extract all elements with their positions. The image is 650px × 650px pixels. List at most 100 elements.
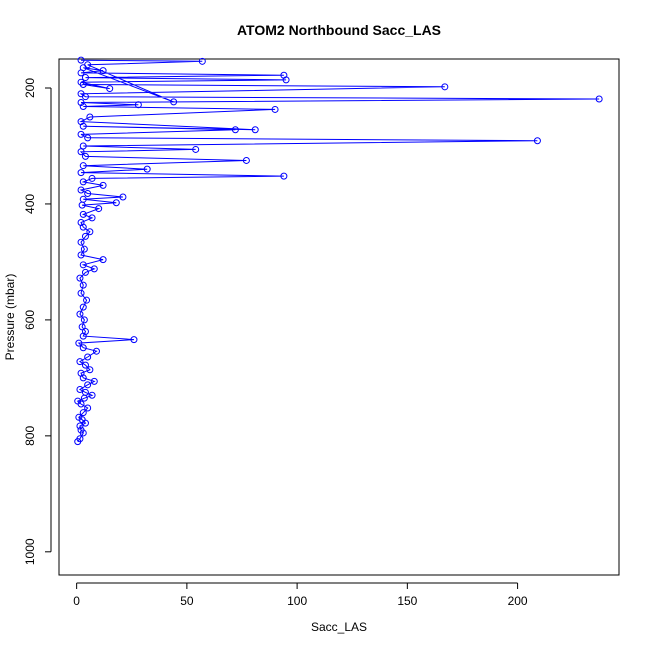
- data-point: [79, 344, 87, 352]
- data-point: [86, 228, 94, 236]
- data-point: [77, 78, 85, 86]
- data-point: [79, 178, 87, 186]
- data-point: [79, 195, 87, 203]
- data-point: [76, 422, 84, 430]
- y-tick-label: 800: [23, 426, 37, 446]
- data-point: [90, 377, 98, 385]
- y-tick-label: 600: [23, 310, 37, 330]
- y-tick-label: 1000: [23, 538, 37, 565]
- data-point: [79, 281, 87, 289]
- data-point: [77, 130, 85, 138]
- data-point: [119, 193, 127, 201]
- data-point: [77, 186, 85, 194]
- data-point: [81, 232, 89, 240]
- data-point: [84, 353, 92, 361]
- x-tick-label: 200: [508, 594, 528, 608]
- data-point: [271, 105, 279, 113]
- data-point: [79, 409, 87, 417]
- data-point: [75, 413, 83, 421]
- data-point: [88, 214, 96, 222]
- data-point: [79, 162, 87, 170]
- data-point: [77, 289, 85, 297]
- chart-title: ATOM2 Northbound Sacc_LAS: [237, 22, 441, 38]
- data-point: [76, 310, 84, 318]
- data-point: [81, 388, 89, 396]
- y-tick-label: 400: [23, 194, 37, 214]
- data-point: [79, 142, 87, 150]
- data-point: [88, 174, 96, 182]
- data-point: [79, 303, 87, 311]
- data-point: [130, 336, 138, 344]
- x-tick-label: 0: [73, 594, 80, 608]
- data-point: [192, 145, 200, 153]
- data-point: [99, 181, 107, 189]
- data-point: [83, 296, 91, 304]
- data-point: [86, 366, 94, 374]
- data-point: [76, 358, 84, 366]
- data-point: [77, 98, 85, 106]
- data-point: [76, 274, 84, 282]
- data-point: [90, 265, 98, 273]
- data-point: [80, 316, 88, 324]
- plot-area-frame: [58, 58, 620, 576]
- data-point: [143, 165, 151, 173]
- data-point: [441, 83, 449, 91]
- data-point: [112, 199, 120, 207]
- data-point: [77, 369, 85, 377]
- data-point: [81, 361, 89, 369]
- data-point: [77, 56, 85, 64]
- data-point: [88, 391, 96, 399]
- data-point: [79, 261, 87, 269]
- data-point: [280, 172, 288, 180]
- x-axis: 0 50 100 150 200: [73, 582, 528, 608]
- data-point: [99, 256, 107, 264]
- data-point: [81, 327, 89, 335]
- data-point: [92, 347, 100, 355]
- data-point: [77, 218, 85, 226]
- y-axis-label: Pressure (mbar): [3, 274, 17, 361]
- data-point: [99, 67, 107, 75]
- data-point: [106, 85, 114, 93]
- data-point: [77, 426, 85, 434]
- data-point: [76, 385, 84, 393]
- data-point: [84, 404, 92, 412]
- data-point: [231, 126, 239, 134]
- x-axis-label: Sacc_LAS: [311, 620, 367, 634]
- y-tick-label: 200: [23, 78, 37, 98]
- x-tick-label: 150: [397, 594, 417, 608]
- x-tick-label: 100: [287, 594, 307, 608]
- series-line: [76, 59, 600, 443]
- x-tick-label: 50: [180, 594, 194, 608]
- data-point: [75, 339, 83, 347]
- data-point: [77, 90, 85, 98]
- data-point: [81, 74, 89, 82]
- data-point: [170, 98, 178, 106]
- data-point: [251, 126, 259, 134]
- data-point: [84, 381, 92, 389]
- data-point: [80, 245, 88, 253]
- data-point: [77, 148, 85, 156]
- plot-content: [74, 56, 603, 446]
- data-point: [84, 61, 92, 69]
- data-point: [79, 210, 87, 218]
- data-point: [134, 101, 142, 109]
- data-point: [84, 190, 92, 198]
- data-point: [86, 113, 94, 121]
- data-point: [242, 156, 250, 164]
- data-point: [533, 137, 541, 145]
- data-point: [95, 205, 103, 213]
- data-point: [78, 323, 86, 331]
- data-point: [595, 95, 603, 103]
- data-point: [198, 57, 206, 65]
- data-point: [79, 103, 87, 111]
- data-point: [81, 268, 89, 276]
- y-axis: 200 400 600 800 1000: [23, 78, 52, 565]
- data-point: [74, 397, 82, 405]
- data-point: [280, 71, 288, 79]
- data-point: [77, 169, 85, 177]
- data-point: [79, 81, 87, 89]
- data-point: [77, 238, 85, 246]
- data-point: [76, 435, 84, 443]
- data-point: [77, 251, 85, 259]
